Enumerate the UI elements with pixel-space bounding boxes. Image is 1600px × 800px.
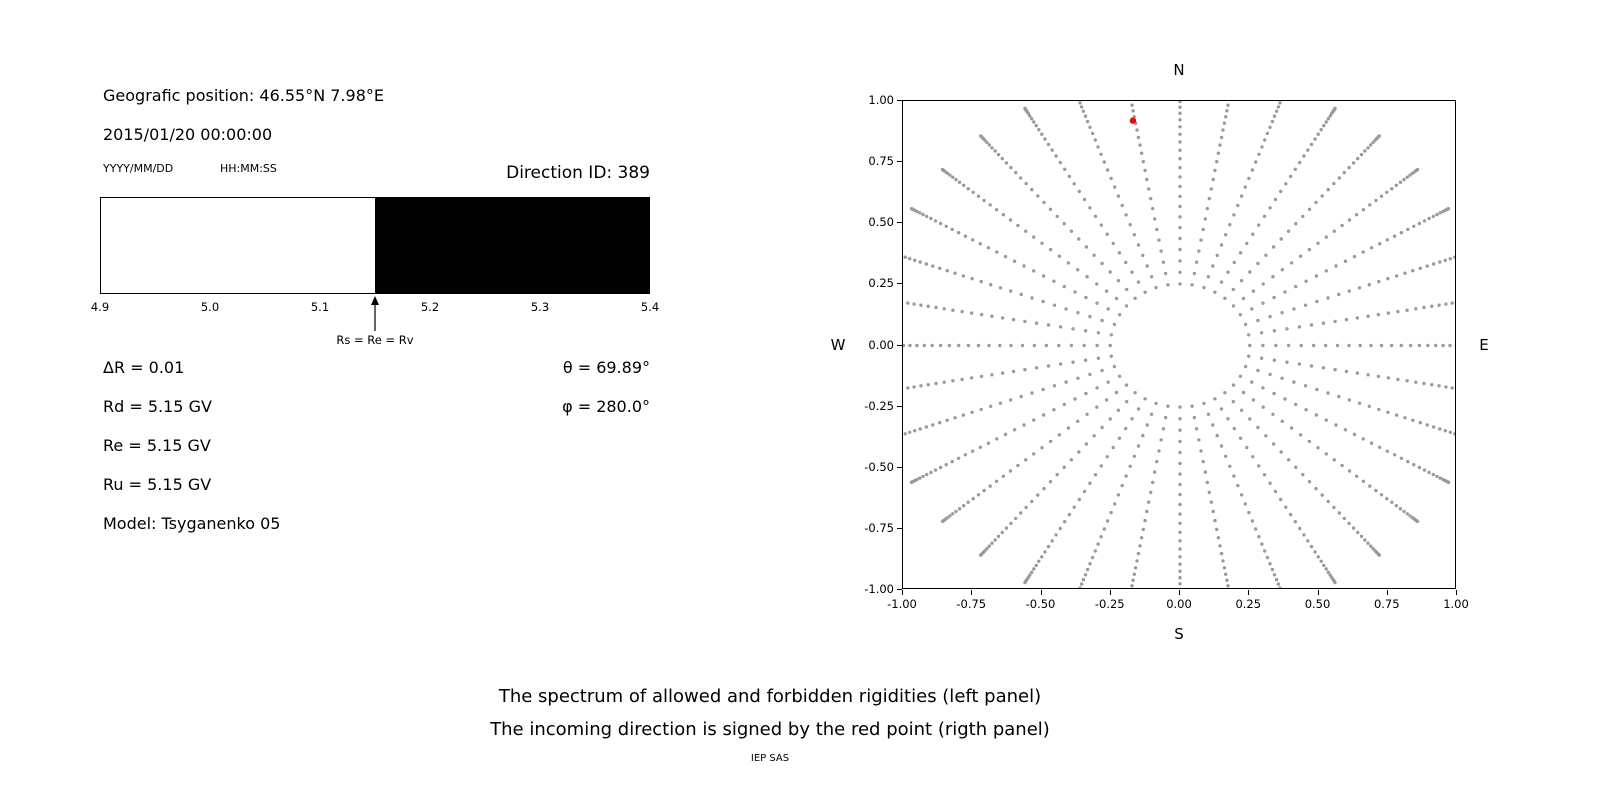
dirmap-x-tick-label: 0.75	[1373, 597, 1400, 611]
dirmap-x-tick-mark	[1456, 590, 1457, 595]
dirmap-y-tick-label: 0.25	[868, 276, 894, 291]
direction-grid-points	[903, 101, 1455, 588]
rigidity-spectrum-chart	[100, 197, 650, 294]
incoming-direction-red-point	[1129, 117, 1137, 124]
geo-position-label: Geografic position: 46.55°N 7.98°E	[103, 86, 384, 105]
time-format-label: HH:MM:SS	[220, 162, 277, 175]
dirmap-y-tick-label: -0.75	[864, 520, 894, 535]
param-re: Re = 5.15 GV	[103, 436, 211, 455]
spectrum-x-tick-label: 4.9	[90, 300, 110, 314]
param-delta-r: ΔR = 0.01	[103, 358, 185, 377]
dirmap-x-tick-label: 0.00	[1166, 597, 1192, 611]
dirmap-x-tick-mark	[1317, 590, 1319, 595]
dirmap-x-tick-mark	[1386, 590, 1388, 595]
spectrum-x-tick-label: 5.3	[530, 300, 550, 314]
credit-label: IEP SAS	[750, 753, 790, 764]
dirmap-x-tick-mark	[1248, 590, 1250, 595]
dirmap-y-tick-label: 0.50	[868, 215, 894, 230]
param-theta: θ = 69.89°	[562, 358, 650, 377]
dirmap-y-tick-label: -0.25	[864, 398, 894, 413]
param-phi: φ = 280.0°	[562, 397, 650, 416]
forbidden-region	[375, 197, 649, 294]
dirmap-x-tick-label: 0.50	[1304, 597, 1331, 611]
param-rd: Rd = 5.15 GV	[103, 397, 212, 416]
up-arrow-icon	[371, 296, 379, 331]
datetime-label: 2015/01/20 00:00:00	[103, 125, 273, 144]
dirmap-x-tick-mark	[902, 590, 903, 595]
caption-line2: The incoming direction is signed by the …	[490, 718, 1050, 740]
spectrum-x-tick-label: 5.0	[200, 300, 220, 314]
dirmap-y-tick-label: -1.00	[864, 582, 894, 596]
dirmap-x-tick-mark	[1109, 590, 1111, 595]
compass-north-label: N	[1173, 61, 1185, 79]
spectrum-x-tick-label: 5.2	[420, 300, 440, 314]
direction-id-label: Direction ID: 389	[506, 163, 650, 183]
direction-plot-canvas	[903, 101, 1455, 588]
caption-line1: The spectrum of allowed and forbidden ri…	[498, 686, 1042, 707]
cutoff-arrow: Rs = Re = Rv	[305, 296, 445, 347]
compass-south-label: S	[1174, 625, 1184, 643]
model-label: Model: Tsyganenko 05	[103, 514, 281, 533]
cutoff-arrow-label: Rs = Re = Rv	[336, 333, 414, 347]
caption: The spectrum of allowed and forbidden ri…	[0, 686, 1540, 765]
date-format-label: YYYY/MM/DD	[103, 162, 174, 175]
dirmap-x-tick-label: 0.25	[1235, 597, 1262, 611]
compass-east-label: E	[1479, 336, 1489, 354]
dirmap-y-tick-label: -0.50	[864, 459, 894, 474]
dirmap-y-tick-mark	[897, 589, 902, 590]
dirmap-y-tick-label: 0.75	[868, 154, 894, 169]
param-ru: Ru = 5.15 GV	[103, 475, 212, 494]
spectrum-x-axis: 4.9 5.0 5.1 5.2 5.3 5.4	[91, 300, 659, 314]
dirmap-x-tick-mark	[1179, 590, 1180, 595]
spectrum-x-tick-label: 5.1	[310, 300, 330, 314]
spectrum-x-tick-label: 5.4	[640, 300, 660, 314]
dirmap-x-tick-label: -0.50	[1025, 597, 1056, 611]
dirmap-x-tick-mark	[1040, 590, 1042, 595]
compass-west-label: W	[830, 336, 846, 354]
direction-plot	[902, 100, 1456, 589]
dirmap-x-tick-label: -0.25	[1094, 597, 1125, 611]
dirmap-x-tick-label: -1.00	[887, 597, 917, 611]
dirmap-y-tick-label: 1.00	[868, 93, 894, 107]
dirmap-x-tick-label: -0.75	[956, 597, 987, 611]
dirmap-x-tick-label: 1.00	[1443, 597, 1469, 611]
dirmap-x-tick-mark	[971, 590, 973, 595]
